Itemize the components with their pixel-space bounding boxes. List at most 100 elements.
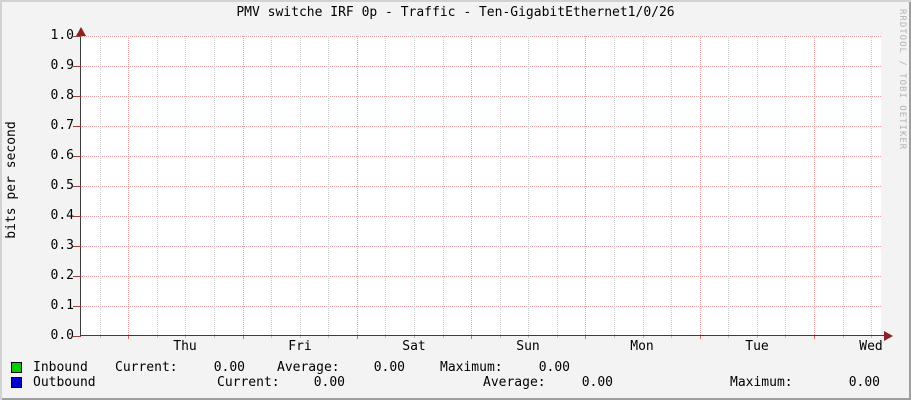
y-tick-label: 0.6 (50, 148, 74, 163)
gridline-vertical-minor (757, 36, 758, 335)
gridline-vertical-minor (157, 36, 158, 335)
gridline-vertical-major (700, 36, 701, 335)
y-tick-mark (73, 336, 81, 337)
x-axis-line (80, 335, 886, 336)
x-tick-mark-minor (414, 336, 415, 338)
x-tick-mark-major (585, 336, 586, 339)
gridline-vertical-major (243, 36, 244, 335)
x-tick-mark-minor (500, 336, 501, 338)
y-tick-mark (73, 276, 81, 277)
y-tick-label: 0.5 (50, 178, 74, 193)
legend-outbound-swatch (11, 377, 22, 388)
legend-inbound-average-label: Average: (277, 360, 340, 375)
legend-inbound-label: Inbound (33, 360, 88, 375)
legend-outbound-current-value: 0.00 (313, 375, 345, 390)
x-tick-mark-minor (785, 336, 786, 338)
x-tick-mark-minor (871, 336, 872, 338)
x-tick-label: Tue (745, 339, 769, 354)
x-tick-label: Mon (630, 339, 654, 354)
x-tick-mark-minor (328, 336, 329, 338)
legend-outbound-average-value: 0.00 (581, 375, 613, 390)
legend-outbound-current-label: Current: (217, 375, 280, 390)
x-tick-mark-minor (385, 336, 386, 338)
x-tick-mark-minor (614, 336, 615, 338)
x-tick-mark-major (128, 336, 129, 339)
y-axis-arrow-icon (76, 27, 86, 36)
x-tick-mark-minor (443, 336, 444, 338)
x-tick-mark-minor (300, 336, 301, 338)
x-tick-mark-minor (557, 336, 558, 338)
legend-inbound-maximum-label: Maximum: (440, 360, 503, 375)
gridline-vertical-minor (728, 36, 729, 335)
gridline-vertical-major (128, 36, 129, 335)
gridline-horizontal (81, 126, 881, 127)
y-tick-mark (73, 126, 81, 127)
x-tick-mark-major (700, 336, 701, 339)
legend-outbound-label: Outbound (33, 375, 96, 390)
y-axis-line (80, 33, 81, 336)
gridline-horizontal (81, 66, 881, 67)
gridline-vertical-minor (300, 36, 301, 335)
gridline-vertical-major (814, 36, 815, 335)
legend-outbound-maximum-value: 0.00 (848, 375, 880, 390)
x-tick-mark-minor (157, 336, 158, 338)
y-tick-mark (73, 96, 81, 97)
gridline-vertical-minor (271, 36, 272, 335)
legend-outbound-average-label: Average: (483, 375, 546, 390)
gridline-horizontal (81, 96, 881, 97)
gridline-vertical-minor (414, 36, 415, 335)
y-tick-mark (73, 216, 81, 217)
x-tick-mark-minor (528, 336, 529, 338)
gridline-vertical-minor (871, 36, 872, 335)
graph-title: PMV switche IRF 0p - Traffic - Ten-Gigab… (236, 5, 675, 20)
x-tick-label: Fri (288, 339, 312, 354)
x-axis-arrow-icon (884, 331, 893, 341)
gridline-vertical-minor (557, 36, 558, 335)
x-tick-mark-minor (643, 336, 644, 338)
x-tick-mark-major (243, 336, 244, 339)
x-tick-label: Sat (402, 339, 426, 354)
gridline-vertical-minor (528, 36, 529, 335)
y-tick-label: 0.4 (50, 208, 74, 223)
gridline-vertical-minor (443, 36, 444, 335)
gridline-vertical-minor (671, 36, 672, 335)
x-tick-mark-major (357, 336, 358, 339)
legend-inbound-maximum-value: 0.00 (538, 360, 570, 375)
x-tick-mark-major (814, 336, 815, 339)
x-tick-mark-minor (757, 336, 758, 338)
y-tick-mark (73, 66, 81, 67)
x-tick-mark-major (471, 336, 472, 339)
gridline-vertical-minor (185, 36, 186, 335)
gridline-vertical-minor (614, 36, 615, 335)
x-tick-label: Sun (516, 339, 540, 354)
gridline-horizontal (81, 246, 881, 247)
y-tick-label: 0.7 (50, 118, 74, 133)
gridline-vertical-minor (100, 36, 101, 335)
y-tick-mark (73, 36, 81, 37)
gridline-vertical-minor (785, 36, 786, 335)
x-tick-mark-minor (843, 336, 844, 338)
x-tick-mark-minor (214, 336, 215, 338)
y-tick-mark (73, 306, 81, 307)
gridline-horizontal (81, 306, 881, 307)
gridline-vertical-minor (643, 36, 644, 335)
y-tick-label: 0.2 (50, 268, 74, 283)
gridline-horizontal (81, 276, 881, 277)
x-tick-mark-minor (100, 336, 101, 338)
x-tick-label: Wed (859, 339, 883, 354)
gridline-vertical-minor (843, 36, 844, 335)
gridline-horizontal (81, 186, 881, 187)
gridline-vertical-major (585, 36, 586, 335)
gridline-vertical-minor (328, 36, 329, 335)
y-tick-mark (73, 246, 81, 247)
legend-inbound-swatch (11, 362, 22, 373)
x-tick-label: Thu (173, 339, 197, 354)
rrdtool-watermark: RRDTOOL / TOBI OETIKER (897, 9, 907, 151)
gridline-vertical-major (471, 36, 472, 335)
legend-outbound-maximum-label: Maximum: (730, 375, 793, 390)
y-tick-mark (73, 156, 81, 157)
y-tick-label: 0.1 (50, 298, 74, 313)
legend-inbound-average-value: 0.00 (373, 360, 405, 375)
gridline-horizontal (81, 36, 881, 37)
